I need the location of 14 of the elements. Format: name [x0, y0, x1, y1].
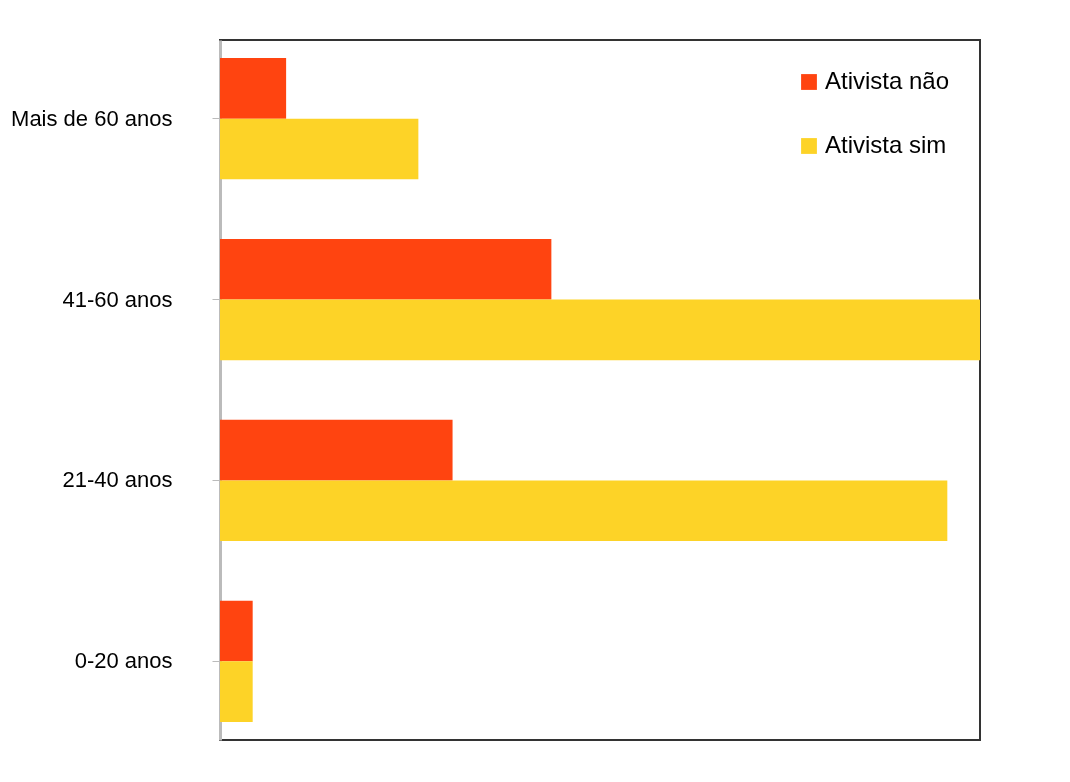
y-tick-label: 41-60 anos	[62, 286, 173, 312]
bar	[220, 661, 253, 722]
bar	[220, 480, 948, 542]
y-tick-label: 0-20 anos	[74, 648, 173, 674]
bar	[220, 299, 980, 361]
legend-label: Ativista sim	[825, 131, 947, 158]
y-tick-label: 21-40 anos	[62, 467, 173, 493]
bar	[220, 118, 419, 180]
bar	[220, 58, 287, 119]
legend-label: Ativista não	[825, 67, 950, 94]
bar	[220, 419, 453, 481]
y-tick-label: Mais de 60 anos	[11, 105, 173, 131]
bar	[220, 600, 253, 662]
bar	[220, 238, 552, 300]
